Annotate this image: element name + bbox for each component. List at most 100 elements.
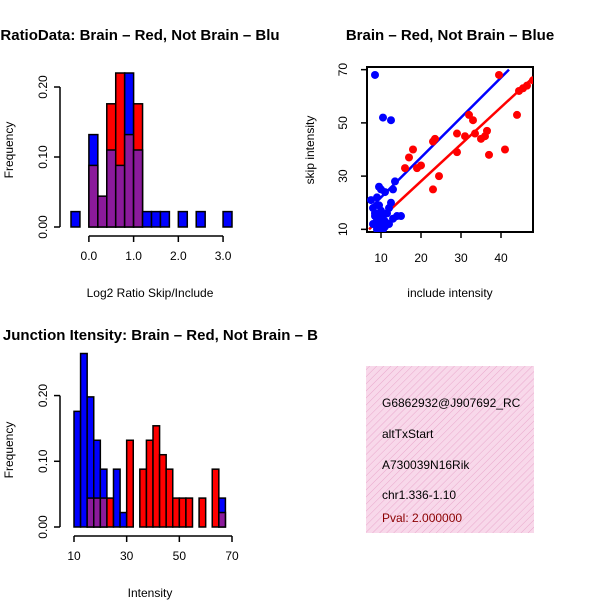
scatter-y-tick-label-0: 10: [336, 222, 350, 236]
intensity-histogram-bar-1: [79, 352, 88, 528]
ratio-histogram-x-tick-label-2: 2.0: [170, 249, 187, 263]
intensity-histogram-title: Exon Junction Itensity: Brain – Red, Not…: [0, 327, 318, 344]
intensity-histogram-x-tick-label-2: 50: [173, 549, 187, 563]
ratio-histogram-bar-17: [195, 210, 206, 228]
scatter-title: Brain – Red, Not Brain – Blue: [346, 27, 554, 44]
intensity-histogram-ylabel: Frequency: [2, 422, 16, 479]
scatter-point-not-brain-26: [367, 196, 375, 205]
scatter-plot-frame: [366, 66, 534, 233]
scatter-point-brain-19: [495, 70, 503, 79]
scatter-point-brain-21: [513, 110, 521, 119]
scatter-point-not-brain-1: [379, 113, 387, 122]
ratio-histogram-overlap-bar-6: [106, 149, 117, 228]
ratio-histogram-overlap-bar-4: [97, 195, 108, 228]
info-gene-name: A730039N16Rik: [382, 458, 470, 472]
scatter-point-brain-24: [523, 81, 531, 90]
intensity-histogram-bar-18: [178, 497, 187, 528]
ratio-histogram-x-tick-label-0: 0.0: [81, 249, 98, 263]
ratio-histogram-y-tick-label-1: 0.10: [36, 145, 50, 169]
intensity-histogram-x-tick-label-1: 30: [120, 549, 134, 563]
info-event-type: altTxStart: [382, 427, 434, 441]
ratio-histogram-xlabel: Log2 Ratio Skip/Include: [87, 286, 214, 300]
ratio-histogram-bars: [70, 72, 233, 228]
ratio-histogram-axes: 0.0 1.0 2.0 3.0 0.00 0.10 0.20: [36, 75, 232, 263]
scatter-x-tick-label-2: 30: [454, 251, 468, 265]
intensity-histogram-y-tick-label-2: 0.20: [36, 384, 50, 408]
scatter-point-not-brain-30: [397, 212, 405, 221]
scatter-fit-line-brain: [368, 76, 533, 231]
scatter-point-brain-17: [483, 126, 491, 135]
ratio-histogram-panel: RatioData: Brain – Red, Not Brain – Blu …: [0, 27, 279, 300]
intensity-histogram-bar-16: [165, 468, 174, 528]
scatter-panel: Brain – Red, Not Brain – Blue 10 20 30 4010…: [303, 27, 554, 300]
scatter-point-not-brain-6: [381, 188, 389, 197]
intensity-histogram-overlap-bar-23: [218, 511, 227, 528]
info-pvalue: Pval: 2.000000: [382, 511, 462, 525]
scatter-point-not-brain-32: [377, 212, 385, 221]
ratio-histogram-overlap-bar-8: [114, 164, 126, 228]
intensity-histogram-y-tick-label-0: 0.00: [36, 515, 50, 539]
scatter-point-not-brain-27: [371, 209, 379, 218]
intensity-histogram-bar-15: [158, 453, 167, 528]
intensity-histogram-bar-9: [112, 468, 121, 528]
info-probe-id: G6862932@J907692_RC: [382, 396, 521, 410]
scatter-points: [367, 70, 533, 232]
scatter-point-brain-9: [453, 148, 461, 157]
intensity-histogram-bar-13: [145, 439, 154, 528]
scatter-point-brain-2: [409, 145, 417, 154]
scatter-point-not-brain-2: [387, 116, 395, 125]
scatter-ylabel: skip intensity: [303, 116, 317, 185]
ratio-histogram-y-tick-label-0: 0.00: [36, 215, 50, 239]
ratio-histogram-overlap-bar-2: [88, 164, 99, 228]
intensity-histogram-bars: [73, 352, 227, 528]
intensity-histogram-panel: Exon Junction Itensity: Brain – Red, Not…: [0, 327, 318, 600]
scatter-point-not-brain-17: [389, 185, 397, 194]
ratio-histogram-bar-16: [177, 210, 189, 228]
intensity-histogram-bar-10: [119, 511, 128, 528]
ratio-histogram-title: RatioData: Brain – Red, Not Brain – Blu: [0, 27, 279, 44]
scatter-point-not-brain-21: [373, 225, 381, 232]
intensity-histogram-bar-8: [106, 497, 115, 528]
scatter-point-brain-11: [461, 132, 469, 141]
intensity-histogram-bar-11: [125, 439, 134, 528]
intensity-histogram-xlabel: Intensity: [128, 586, 173, 600]
scatter-point-brain-10: [453, 129, 461, 138]
info-panel-hatch: [366, 366, 534, 533]
intensity-histogram-bar-20: [198, 497, 207, 528]
intensity-histogram-axes: 10 30 50 70 0.00 0.10 0.20: [36, 384, 239, 563]
ratio-histogram-y-tick-label-2: 0.20: [36, 75, 50, 99]
scatter-axes: 10 20 30 40 10 30 50 70: [336, 63, 508, 265]
intensity-histogram-overlap-bar-5: [93, 497, 102, 528]
scatter-point-brain-25: [529, 76, 533, 85]
scatter-point-not-brain-0: [371, 70, 379, 79]
intensity-histogram-bar-19: [185, 497, 194, 528]
ratio-histogram-overlap-bar-12: [132, 149, 144, 228]
scatter-x-tick-label-3: 40: [494, 251, 508, 265]
scatter-point-not-brain-16: [387, 198, 395, 207]
ratio-histogram-bar-15: [159, 210, 171, 228]
ratio-histogram-bar-18: [222, 210, 233, 228]
intensity-histogram-overlap-bar-7: [99, 497, 108, 528]
scatter-point-brain-20: [501, 145, 509, 154]
scatter-point-brain-6: [431, 134, 439, 143]
scatter-x-tick-label-1: 20: [414, 251, 428, 265]
scatter-point-brain-1: [405, 153, 413, 162]
scatter-point-not-brain-29: [389, 214, 397, 223]
scatter-y-tick-label-1: 30: [336, 169, 350, 183]
ratio-histogram-bar-0: [70, 210, 81, 228]
intensity-histogram-y-tick-label-1: 0.10: [36, 449, 50, 473]
intensity-histogram-bar-17: [172, 497, 181, 528]
scatter-point-brain-8: [435, 172, 443, 181]
ratio-histogram-bar-14: [150, 210, 162, 228]
scatter-point-brain-0: [401, 164, 409, 173]
scatter-point-brain-4: [417, 161, 425, 170]
info-panel: G6862932@J907692_RC altTxStart A730039N1…: [366, 366, 534, 533]
scatter-point-brain-18: [485, 150, 493, 159]
ratio-histogram-x-tick-label-1: 1.0: [125, 249, 142, 263]
intensity-histogram-overlap-bar-3: [86, 497, 95, 528]
scatter-point-brain-14: [471, 129, 479, 138]
intensity-histogram-bar-14: [152, 425, 161, 528]
info-location: chr1.336-1.10: [382, 488, 456, 502]
scatter-point-brain-7: [429, 185, 437, 194]
